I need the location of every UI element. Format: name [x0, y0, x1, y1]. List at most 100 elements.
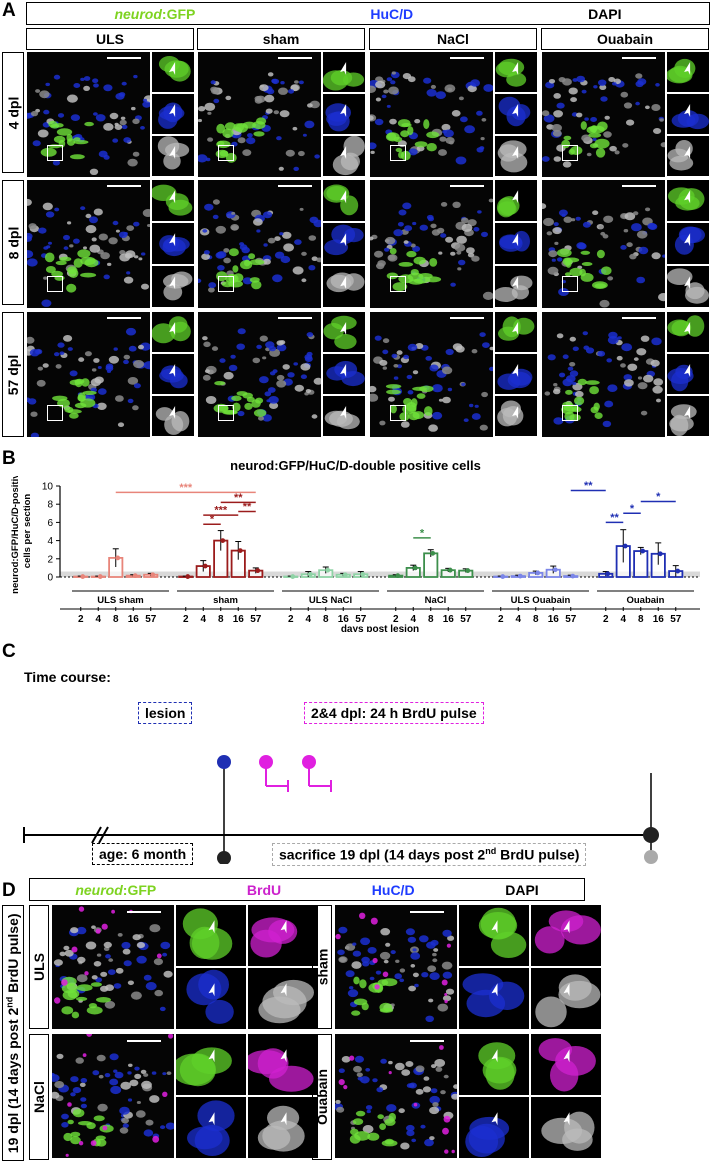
- x-tick-label: 16: [128, 614, 140, 625]
- scale-bar: [107, 317, 141, 319]
- d-micrograph-uls: [52, 905, 174, 1029]
- pulse-marker-2dpl: [259, 755, 273, 769]
- data-point: [640, 548, 646, 554]
- inset-gray-uls-57dpl: [152, 396, 194, 436]
- channel-label-hucd: HuC/D: [370, 5, 414, 22]
- inset-green-sham-8dpl: [323, 180, 365, 221]
- roi-box: [47, 405, 63, 421]
- inset-gray-nacl-57dpl: [495, 396, 537, 436]
- x-tick-label: 57: [460, 614, 472, 625]
- significance-stars: *: [210, 514, 215, 526]
- d-inset-green-uls: [176, 905, 246, 966]
- inset-gray-uls-4dpl: [152, 136, 194, 176]
- scale-bar: [622, 317, 656, 319]
- x-tick-label: 57: [670, 614, 682, 625]
- x-tick-label: 2: [498, 614, 504, 625]
- y-tick-label: 2: [47, 554, 53, 565]
- roi-box: [47, 276, 63, 292]
- inset-green-sham-57dpl: [323, 312, 365, 352]
- d-inset-green-sham: [459, 905, 529, 966]
- data-point: [220, 538, 226, 543]
- age-label: age: 6 month: [92, 843, 194, 865]
- micrograph-nacl-4dpl: [370, 52, 493, 177]
- bar: [633, 550, 649, 578]
- group-label: Ouabain: [626, 595, 664, 606]
- d-channel-label-brdu: BrdU: [246, 881, 282, 898]
- inset-gray-sham-57dpl: [323, 396, 365, 436]
- d-inset-gray-uls: [248, 968, 318, 1029]
- inset-blue-uls-8dpl: [152, 223, 194, 264]
- x-tick-label: 4: [95, 614, 101, 625]
- x-tick-label: 8: [533, 614, 539, 625]
- data-point: [447, 567, 453, 573]
- x-tick-label: 57: [250, 614, 262, 625]
- data-point: [500, 574, 506, 579]
- inset-green-uls-4dpl: [152, 52, 194, 92]
- data-point: [307, 571, 313, 577]
- age-marker: [217, 851, 231, 864]
- x-tick-label: 57: [565, 614, 577, 625]
- panel-d-side-label: 19 dpl (14 days post 2nd BrdU pulse): [2, 905, 24, 1161]
- inset-gray-nacl-8dpl: [495, 266, 537, 307]
- data-point: [360, 571, 366, 577]
- y-tick-label: 10: [42, 482, 54, 493]
- group-label: ULS NaCl: [309, 595, 352, 606]
- micrograph-nacl-57dpl: [370, 312, 493, 437]
- micrograph-uls-8dpl: [27, 180, 150, 308]
- inset-blue-sham-8dpl: [323, 223, 365, 264]
- inset-gray-uls-8dpl: [152, 266, 194, 307]
- inset-gray-ouabain-57dpl: [667, 396, 709, 436]
- scale-bar: [278, 317, 312, 319]
- d-inset-green-ouabain: [459, 1034, 529, 1095]
- significance-stars: **: [610, 512, 619, 524]
- data-point: [237, 548, 243, 554]
- scale-bar: [107, 57, 141, 59]
- d-inset-gray-nacl: [248, 1097, 318, 1158]
- panel-label-b: B: [2, 448, 16, 469]
- x-tick-label: 8: [113, 614, 119, 625]
- data-point: [552, 567, 558, 573]
- inset-blue-nacl-8dpl: [495, 223, 537, 264]
- sacrifice-marker-top: [643, 827, 659, 843]
- significance-stars: *: [420, 527, 425, 539]
- panel-label-c: C: [2, 641, 16, 662]
- x-tick-label: 2: [183, 614, 189, 625]
- x-tick-label: 4: [305, 614, 311, 625]
- d-inset-gray-sham: [531, 968, 601, 1029]
- x-tick-label: 4: [200, 614, 206, 625]
- data-point: [535, 570, 541, 576]
- condition-header-sham: sham: [197, 28, 365, 50]
- x-tick-label: 2: [288, 614, 294, 625]
- inset-green-nacl-8dpl: [495, 180, 537, 221]
- scale-bar: [127, 1040, 161, 1042]
- micrograph-uls-57dpl: [27, 312, 150, 437]
- lesion-label: lesion: [138, 702, 193, 724]
- roi-box: [218, 276, 234, 292]
- d-channel-label-gfp: neurod:GFP: [75, 881, 157, 898]
- data-point: [80, 574, 86, 579]
- inset-green-ouabain-57dpl: [667, 312, 709, 352]
- d-micrograph-nacl: [52, 1034, 174, 1158]
- d-inset-mag-ouabain: [531, 1034, 601, 1095]
- inset-blue-sham-4dpl: [323, 94, 365, 134]
- condition-header-ouabain: Ouabain: [541, 28, 709, 50]
- scale-bar: [107, 185, 141, 187]
- data-point: [132, 573, 138, 579]
- scale-bar: [410, 1040, 444, 1042]
- d-inset-mag-sham: [531, 905, 601, 966]
- row-label-4dpl: 4 dpl: [2, 52, 24, 173]
- micrograph-ouabain-8dpl: [542, 180, 665, 308]
- group-label: sham: [213, 595, 238, 606]
- significance-stars: **: [243, 501, 252, 513]
- x-tick-label: 16: [548, 614, 560, 625]
- d-condition-uls: ULS: [29, 905, 49, 1029]
- roi-box: [218, 145, 234, 161]
- d-inset-gray-ouabain: [531, 1097, 601, 1158]
- d-inset-blue-sham: [459, 968, 529, 1029]
- roi-box: [390, 276, 406, 292]
- inset-green-sham-4dpl: [323, 52, 365, 92]
- x-tick-label: 2: [603, 614, 609, 625]
- d-inset-mag-uls: [248, 905, 318, 966]
- x-tick-label: 8: [323, 614, 329, 625]
- group-label: ULS sham: [97, 595, 143, 606]
